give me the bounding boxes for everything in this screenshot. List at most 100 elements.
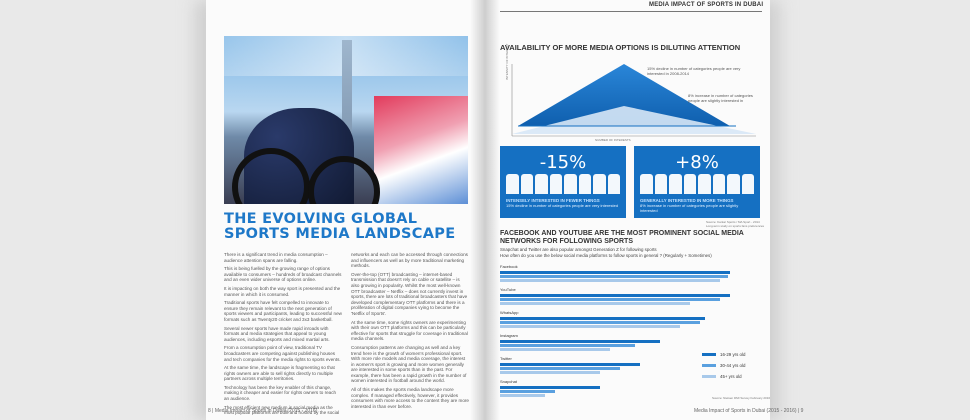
chart-legend: 16-29 yrs old 30-44 yrs old 45+ yrs old — [702, 352, 745, 385]
section-title-attention: AVAILABILITY OF MORE MEDIA OPTIONS IS DI… — [500, 43, 741, 52]
people-icons — [506, 174, 620, 194]
bar-instagram-series-2 — [500, 344, 635, 347]
paragraph: There is a significant trend in media co… — [224, 252, 328, 263]
breadth-triangle — [512, 106, 756, 134]
people-icons — [640, 174, 754, 194]
legend-swatch — [702, 364, 716, 367]
legend-swatch — [702, 375, 716, 378]
person-icon — [727, 174, 740, 194]
bar-youtube-series-3 — [500, 302, 690, 305]
running-header: MEDIA IMPACT OF SPORTS IN DUBAI — [649, 2, 764, 8]
legend-label: 30-44 yrs old — [720, 363, 746, 368]
legend-label: 45+ yrs old — [720, 374, 742, 379]
source-note-1: Source: Kantar Sports / MA Sport - 2014 … — [706, 220, 765, 228]
legend-swatch — [702, 353, 716, 356]
header-rule — [500, 11, 762, 12]
photo-spectators — [374, 96, 468, 204]
legend-item: 30-44 yrs old — [702, 363, 745, 368]
person-icon — [712, 174, 725, 194]
book-gutter — [470, 0, 500, 420]
paragraph: networks and each can be accessed throug… — [351, 252, 468, 269]
attention-triangle-diagram — [511, 64, 756, 137]
person-icon — [520, 174, 533, 194]
paragraph: This is being fuelled by the growing ran… — [224, 266, 342, 283]
paragraph: At the same time, some rights owners are… — [351, 319, 468, 342]
section-title-social: FACEBOOK AND YOUTUBE ARE THE MOST PROMIN… — [500, 230, 744, 245]
paragraph: Technology has been the key enabler of t… — [224, 384, 337, 402]
bar-facebook-series-2 — [500, 275, 728, 278]
paragraph: The most efficient new medium is social … — [224, 404, 340, 416]
paragraph: At the same time, the landscape is fragm… — [224, 365, 335, 382]
legend-item: 45+ yrs old — [702, 374, 745, 379]
left-page-footer: 8 | Media Impact of Sports in Dubai (201… — [208, 408, 318, 414]
category-label-youtube: YouTube — [500, 287, 516, 292]
subtitle-line-2: How often do you use the below social me… — [500, 252, 712, 258]
body-column-2: networks and each can be accessed throug… — [351, 252, 469, 412]
person-icon — [535, 174, 548, 194]
percent-change: +8% — [675, 152, 719, 173]
paragraph: Traditional sports have felt compelled t… — [224, 300, 342, 322]
person-icon — [654, 174, 667, 194]
paragraph: Several newer sports have made rapid inr… — [224, 325, 330, 342]
paragraph: Over-the-top (OTT) broadcasting – intern… — [351, 271, 468, 316]
bar-whatsapp-series-3 — [500, 325, 680, 328]
section-subtitle: Snapchat and Twitter are also popular am… — [500, 247, 762, 258]
body-column-1: There is a significant trend in media co… — [224, 252, 342, 419]
source-note-2: Source: Nielsen DMI Survey February 2016 — [712, 396, 771, 400]
bar-snapchat-series-2 — [500, 390, 555, 393]
legend-item: 16-29 yrs old — [702, 352, 745, 357]
category-label-facebook: Facebook — [500, 264, 518, 269]
page-title: THE EVOLVING GLOBAL SPORTS MEDIA LANDSCA… — [224, 212, 474, 242]
category-label-snapchat: Snapchat — [500, 379, 517, 384]
bar-snapchat-series-1 — [500, 386, 600, 389]
bar-whatsapp-series-2 — [500, 321, 700, 324]
more-things-box: +8% GENERALLY INTERESTED IN MORE THINGS … — [634, 146, 760, 218]
person-icon — [698, 174, 711, 194]
person-icon — [683, 174, 696, 194]
person-icon — [741, 174, 754, 194]
subtitle-line-1: Snapchat and Twitter are also popular am… — [500, 247, 657, 252]
person-icon — [578, 174, 591, 194]
person-icon — [593, 174, 606, 194]
bar-youtube-series-2 — [500, 298, 720, 301]
box-subtext: 8% increase in number of categories peop… — [640, 203, 739, 213]
photo-bike-wheel — [232, 148, 310, 204]
title-line-2: SPORTS MEDIA LANDSCAPE — [224, 226, 456, 242]
right-page-footer: Media Impact of Sports in Dubai (2015 - … — [694, 408, 804, 414]
category-label-instagram: Instagram — [500, 333, 518, 338]
box-subtext: 15% decline in number of categories peop… — [506, 203, 619, 208]
paragraph: Consumption patterns are changing as wel… — [351, 344, 467, 384]
photo-bike-wheel — [308, 156, 380, 204]
paragraph: All of this makes the sports media lands… — [351, 387, 469, 409]
bar-twitter-series-3 — [500, 371, 600, 374]
category-label-twitter: Twitter — [500, 356, 512, 361]
x-axis-label: NUMBER OF INTERESTS — [595, 138, 631, 142]
person-icon — [549, 174, 562, 194]
person-icon — [564, 174, 577, 194]
person-icon — [506, 174, 519, 194]
bar-facebook-series-3 — [500, 279, 720, 282]
note-increase: 8% increase in number of categories peop… — [688, 93, 753, 103]
bar-twitter-series-1 — [500, 363, 640, 366]
title-line-1: THE EVOLVING GLOBAL — [224, 211, 418, 227]
category-label-whatsapp: WhatsApp — [500, 310, 519, 315]
bar-facebook-series-1 — [500, 271, 730, 274]
legend-label: 16-29 yrs old — [720, 352, 746, 357]
bar-instagram-series-1 — [500, 340, 660, 343]
fewer-things-box: -15% INTENSELY INTERESTED IN FEWER THING… — [500, 146, 626, 218]
cyclist-photo — [224, 36, 468, 204]
box-label: GENERALLY INTERESTED IN MORE THINGS — [640, 198, 734, 203]
note-decline: 15% decline in number of categories peop… — [647, 66, 741, 76]
intensity-triangle — [518, 64, 730, 126]
bar-youtube-series-1 — [500, 294, 730, 297]
person-icon — [669, 174, 682, 194]
paragraph: From a consumption point of view, tradit… — [224, 345, 341, 362]
photo-tower — [342, 40, 352, 200]
percent-change: -15% — [539, 152, 587, 173]
box-label: INTENSELY INTERESTED IN FEWER THINGS — [506, 198, 600, 203]
paragraph: It is impacting on both the way sport is… — [224, 285, 341, 297]
bar-twitter-series-2 — [500, 367, 620, 370]
bar-whatsapp-series-1 — [500, 317, 705, 320]
bar-snapchat-series-3 — [500, 394, 545, 397]
bar-instagram-series-3 — [500, 348, 610, 351]
